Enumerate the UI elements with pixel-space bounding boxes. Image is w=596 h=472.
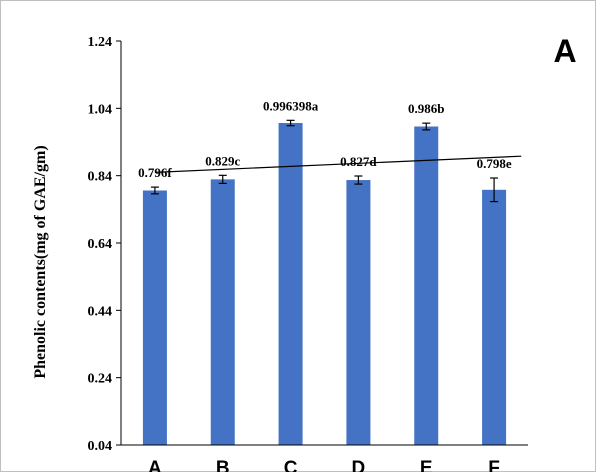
- data-labels: 0.796f 0.829c 0.996398a 0.827d 0.986b 0.798e: [138, 98, 512, 180]
- bar-A: [142, 190, 167, 445]
- data-label: 0.829c: [205, 153, 240, 168]
- x-axis-categories: A B C D E F: [148, 458, 500, 472]
- trendline-layer: [154, 155, 522, 173]
- data-label: 0.996398a: [263, 98, 319, 113]
- data-label: 0.986b: [408, 101, 444, 116]
- x-tick-label: D: [352, 458, 366, 472]
- y-tick-label: 0.64: [88, 237, 113, 252]
- y-axis-ticks: 0.04 0.24 0.44 0.64 0.84 1.04 1.24: [88, 35, 121, 454]
- panel-label: A: [553, 33, 576, 69]
- data-label: 0.827d: [340, 154, 377, 169]
- y-tick-label: 0.84: [88, 170, 113, 185]
- error-bars: [150, 119, 499, 203]
- x-tick-label: F: [488, 458, 500, 472]
- trendline: [154, 155, 522, 173]
- y-tick-label: 0.04: [88, 439, 113, 454]
- y-tick-label: 0.24: [88, 372, 113, 387]
- y-tick-label: 1.04: [88, 102, 113, 117]
- bar-D: [346, 180, 371, 445]
- y-axis-label: Phenolic contents(mg of GAE/gm): [32, 145, 49, 378]
- bar-B: [210, 179, 235, 445]
- data-label: 0.798e: [477, 156, 512, 171]
- bar-C: [278, 123, 303, 446]
- y-tick-label: 0.44: [88, 304, 113, 319]
- y-tick-label: 1.24: [88, 35, 113, 50]
- data-label: 0.796f: [138, 165, 172, 180]
- x-tick-label: A: [148, 458, 162, 472]
- x-tick-label: B: [216, 458, 230, 472]
- x-tick-label: C: [284, 458, 298, 472]
- x-tick-label: E: [420, 458, 433, 472]
- bar-E: [414, 126, 439, 445]
- bars: [142, 123, 507, 446]
- bar-F: [482, 189, 507, 445]
